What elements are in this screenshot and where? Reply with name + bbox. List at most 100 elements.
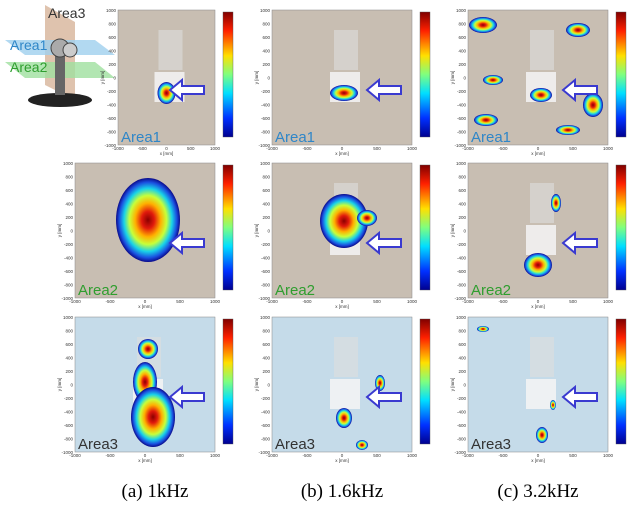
area-label: Area2: [471, 282, 511, 299]
sound-blob: [330, 85, 358, 101]
y-tick-label: 400: [262, 202, 270, 207]
y-tick-label: -800: [457, 437, 467, 442]
y-tick-label: 600: [65, 342, 73, 347]
y-tick-label: -200: [107, 89, 117, 94]
x-tick-label: 1000: [407, 453, 418, 458]
x-tick-label: 1000: [603, 146, 614, 151]
y-tick-label: -800: [261, 437, 271, 442]
y-tick-label: 400: [262, 49, 270, 54]
caption: (a) 1kHz: [122, 481, 189, 502]
y-tick-label: -1000: [258, 450, 270, 455]
y-tick-label: -400: [457, 256, 467, 261]
y-tick-label: 1000: [63, 315, 74, 320]
y-axis-label: y [mm]: [254, 71, 259, 85]
x-tick-label: 500: [569, 299, 577, 304]
sound-blob: [356, 440, 368, 450]
y-axis-label: y [mm]: [254, 224, 259, 238]
inset-label: Area1: [10, 37, 48, 53]
y-tick-label: -800: [64, 437, 74, 442]
y-tick-label: 200: [262, 369, 270, 374]
x-axis-label: x [mm]: [138, 304, 152, 309]
y-tick-label: 1000: [106, 8, 117, 13]
x-tick-label: 500: [569, 453, 577, 458]
colorbar: [420, 165, 430, 290]
x-axis-label: x [mm]: [335, 151, 349, 156]
y-tick-label: -800: [261, 130, 271, 135]
sound-blob: [483, 75, 503, 85]
y-tick-label: -600: [457, 269, 467, 274]
y-tick-label: 400: [65, 202, 73, 207]
y-tick-label: 0: [70, 383, 73, 388]
y-tick-label: -200: [261, 242, 271, 247]
y-tick-label: -200: [64, 396, 74, 401]
y-tick-label: -400: [261, 103, 271, 108]
y-tick-label: 400: [458, 49, 466, 54]
sound-blob: [469, 17, 497, 33]
x-tick-label: 1000: [210, 453, 221, 458]
x-tick-label: -500: [138, 146, 148, 151]
y-tick-label: 200: [458, 62, 466, 67]
colorbar: [616, 12, 626, 137]
sound-blob: [138, 339, 158, 359]
sound-blob: [550, 400, 556, 410]
map-panel: Area2-1000-50005001000x [mm]100080060040…: [450, 161, 626, 309]
caption: (c) 3.2kHz: [497, 481, 578, 502]
colorbar: [223, 319, 233, 444]
y-tick-label: 800: [458, 329, 466, 334]
area-label: Area3: [471, 436, 511, 453]
y-tick-label: 200: [262, 215, 270, 220]
y-tick-label: -1000: [454, 143, 466, 148]
machine: [530, 183, 554, 223]
y-tick-label: 0: [113, 76, 116, 81]
x-axis-label: x [mm]: [531, 151, 545, 156]
y-tick-label: 800: [262, 22, 270, 27]
area-label: Area3: [78, 436, 118, 453]
y-tick-label: 600: [108, 35, 116, 40]
sound-blob: [336, 408, 352, 428]
area-label: Area1: [275, 129, 315, 146]
x-tick-label: 1000: [407, 299, 418, 304]
x-tick-label: 1000: [407, 146, 418, 151]
x-tick-label: 500: [373, 453, 381, 458]
machine: [334, 30, 358, 70]
y-tick-label: -400: [64, 256, 74, 261]
y-tick-label: -600: [261, 269, 271, 274]
x-tick-label: -500: [105, 453, 115, 458]
y-tick-label: 0: [267, 383, 270, 388]
x-tick-label: -500: [302, 453, 312, 458]
area-label: Area2: [275, 282, 315, 299]
y-tick-label: 800: [458, 175, 466, 180]
y-axis-label: y [mm]: [57, 224, 62, 238]
inset-label: Area3: [48, 5, 86, 21]
sound-blob: [116, 178, 180, 262]
machine: [334, 337, 358, 377]
y-tick-label: 600: [262, 35, 270, 40]
y-tick-label: -400: [107, 103, 117, 108]
area-label: Area3: [275, 436, 315, 453]
x-tick-label: 500: [187, 146, 195, 151]
machine: [530, 30, 554, 70]
y-tick-label: 400: [458, 202, 466, 207]
y-tick-label: 200: [108, 62, 116, 67]
y-tick-label: -200: [261, 396, 271, 401]
y-tick-label: 1000: [260, 315, 271, 320]
x-tick-label: -500: [498, 453, 508, 458]
y-axis-label: y [mm]: [450, 224, 455, 238]
y-tick-label: -400: [261, 256, 271, 261]
y-tick-label: 600: [458, 342, 466, 347]
y-tick-label: -800: [457, 283, 467, 288]
x-tick-label: -500: [302, 299, 312, 304]
x-axis-label: x [mm]: [335, 458, 349, 463]
sound-blob: [556, 125, 580, 135]
sound-blob: [474, 114, 498, 126]
y-tick-label: 1000: [260, 8, 271, 13]
y-tick-label: 800: [65, 329, 73, 334]
map-panel: Area1-1000-50005001000x [mm]100080060040…: [450, 8, 626, 156]
inset-illustration: Area3 Area1 Area2: [5, 5, 115, 107]
y-tick-label: -1000: [104, 143, 116, 148]
sound-blob: [524, 253, 552, 277]
y-axis-label: y [mm]: [100, 71, 105, 85]
area-label: Area2: [78, 282, 118, 299]
